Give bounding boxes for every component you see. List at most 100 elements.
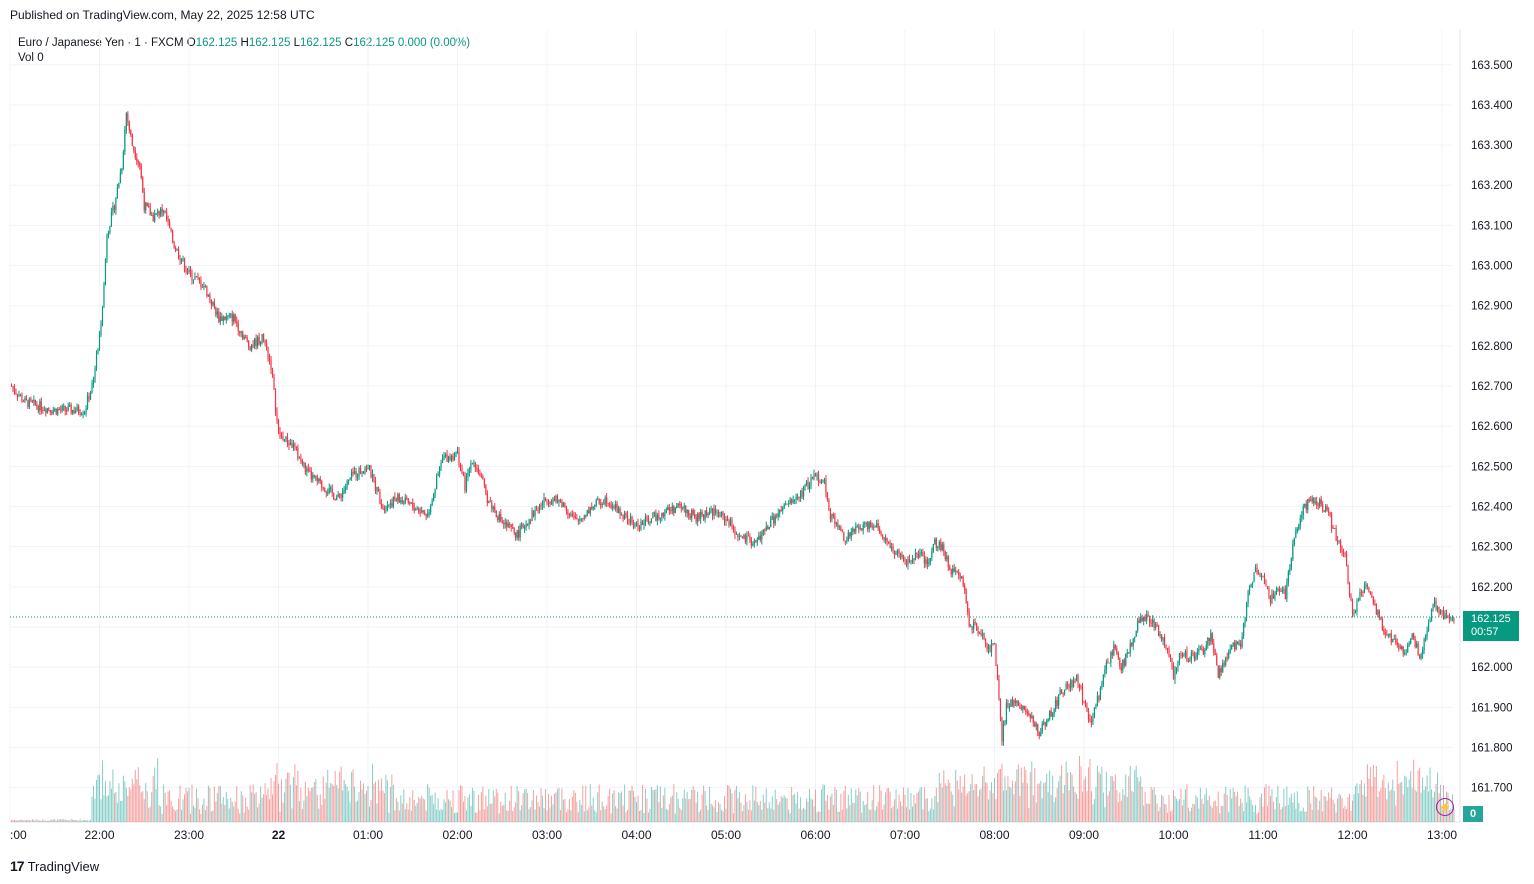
candle-body	[248, 341, 250, 348]
candle-body	[444, 454, 447, 457]
volume-bar	[735, 785, 737, 822]
candle-body	[902, 554, 905, 560]
candle-body	[58, 409, 60, 410]
volume-bar	[903, 787, 905, 822]
time-tick-label: 10:00	[1158, 828, 1188, 842]
volume-bar	[1252, 805, 1254, 822]
volume-label[interactable]: Vol	[18, 52, 34, 64]
candle-body	[1043, 722, 1045, 724]
volume-bar	[1275, 796, 1277, 822]
candle-body	[1132, 638, 1134, 646]
volume-bar	[892, 806, 894, 822]
candle-body	[1396, 642, 1398, 646]
volume-bar	[373, 783, 375, 822]
candle-body	[1260, 576, 1263, 578]
candle-body	[1368, 587, 1370, 593]
volume-bar	[310, 788, 312, 822]
candle-body	[1022, 705, 1024, 710]
volume-bar	[819, 811, 821, 822]
volume-bar	[1283, 788, 1285, 822]
candle-body	[1444, 613, 1446, 620]
candle-body	[1143, 616, 1145, 622]
volume-bar	[100, 799, 102, 822]
candle-body	[667, 507, 669, 510]
candle-body	[779, 509, 781, 514]
lightning-icon[interactable]: ⚡	[1436, 798, 1454, 816]
candle-body	[901, 554, 903, 558]
volume-bar	[1134, 769, 1136, 822]
candle-body	[1350, 595, 1352, 601]
volume-bar	[422, 798, 424, 822]
volume-bar	[564, 799, 566, 822]
candle-body	[1157, 625, 1160, 636]
candle-body	[829, 510, 832, 520]
candle-body	[321, 480, 323, 488]
candle-body	[944, 551, 946, 560]
volume-bar	[170, 800, 172, 822]
volume-bar	[386, 780, 388, 822]
candle-body	[1175, 667, 1178, 671]
candle-body	[947, 556, 949, 567]
volume-bar	[682, 798, 684, 822]
candle-body	[189, 269, 192, 273]
candle-body	[419, 512, 421, 513]
volume-bar	[172, 806, 174, 822]
candle-body	[64, 405, 66, 411]
volume-bar	[1393, 790, 1395, 822]
volume-bar	[457, 812, 458, 822]
volume-bar	[589, 784, 591, 822]
candle-body	[119, 172, 121, 183]
candle-body	[792, 499, 794, 503]
candle-body	[1438, 607, 1440, 614]
volume-bar	[743, 805, 745, 822]
candle-body	[1140, 617, 1142, 623]
volume-bar	[607, 795, 609, 822]
symbol-title[interactable]: Euro / Japanese Yen · 1 · FXCM	[18, 37, 184, 49]
open-value: 162.125	[195, 37, 238, 49]
volume-bar	[999, 769, 1001, 822]
volume-bar	[910, 793, 912, 822]
candle-body	[1081, 687, 1084, 702]
candle-body	[1092, 717, 1094, 723]
volume-bar	[1123, 794, 1125, 822]
volume-bar	[13, 820, 15, 822]
volume-bar	[662, 795, 664, 822]
candle-body	[34, 399, 36, 405]
volume-bar	[671, 795, 673, 822]
candle-body	[145, 202, 147, 211]
volume-bar	[194, 807, 196, 822]
candle-body	[468, 469, 471, 473]
candle-body	[1435, 600, 1437, 610]
candle-body	[143, 192, 145, 211]
volume-bar	[212, 810, 214, 822]
candle-body	[673, 505, 675, 514]
candle-body	[440, 462, 442, 467]
volume-bar	[34, 820, 36, 822]
volume-bar	[483, 809, 485, 822]
volume-bar	[1043, 783, 1045, 822]
candle-body	[1031, 715, 1033, 719]
volume-bar	[879, 785, 881, 822]
candle-body	[831, 513, 833, 520]
open-label: O	[186, 37, 196, 49]
volume-bar	[12, 820, 14, 822]
candle-body	[717, 512, 720, 517]
candle-body	[870, 521, 872, 528]
volume-bar	[992, 793, 994, 822]
candle-body	[179, 257, 181, 261]
candle-body	[895, 553, 897, 555]
candle-body	[1353, 613, 1355, 615]
candle-body	[1050, 711, 1052, 717]
candle-body	[905, 561, 908, 565]
candle-body	[376, 486, 378, 491]
time-tick-label: 09:00	[1069, 828, 1099, 842]
candle-body	[380, 503, 383, 506]
volume-bar	[1186, 784, 1188, 822]
candle-body	[422, 510, 424, 513]
volume-bar	[638, 811, 640, 822]
volume-bar	[409, 797, 411, 822]
volume-bar	[1146, 803, 1148, 822]
candle-body	[169, 221, 171, 229]
candle-body	[394, 496, 396, 501]
